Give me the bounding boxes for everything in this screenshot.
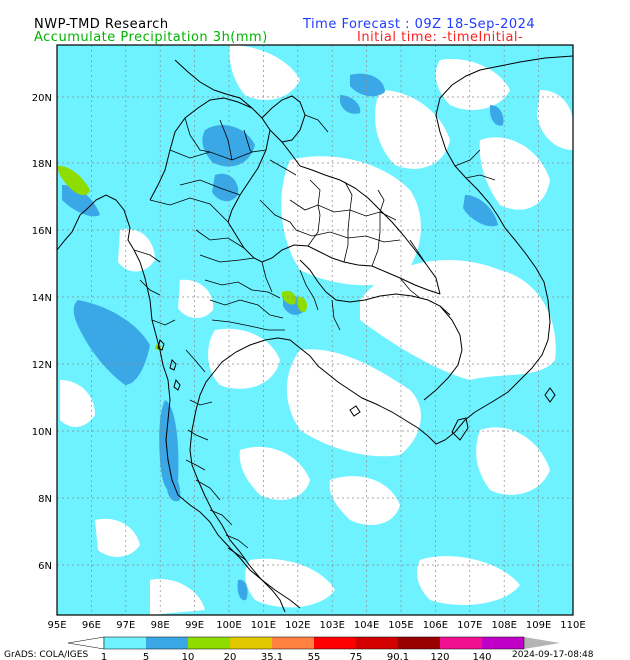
colorbar-lower-triangle bbox=[67, 636, 105, 650]
colorbar-label: 20 bbox=[224, 652, 237, 660]
lon-tick-label: 97E bbox=[116, 620, 135, 631]
colorbar-swatch bbox=[188, 637, 230, 649]
lon-tick-label: 105E bbox=[388, 620, 413, 631]
lon-tick-label: 101E bbox=[251, 620, 276, 631]
lon-axis: 95E 96E 97E 98E 99E 100E 101E 102E 103E … bbox=[47, 620, 585, 631]
lat-tick-label: 10N bbox=[32, 427, 52, 438]
coastline-myanmar-thailand-west bbox=[57, 194, 301, 609]
colorbar-swatch bbox=[146, 637, 188, 649]
lat-tick-label: 20N bbox=[32, 93, 52, 104]
lon-tick-label: 110E bbox=[560, 620, 585, 631]
lat-tick-label: 6N bbox=[38, 561, 52, 572]
generated-timestamp: 2024-09-17-08:48 bbox=[512, 650, 594, 660]
border-laos-vietnam bbox=[269, 129, 441, 295]
subtitle-left: Accumulate Precipitation 3h(mm) bbox=[34, 30, 268, 45]
lat-tick-label: 14N bbox=[32, 293, 52, 304]
precipitation-field bbox=[57, 45, 573, 615]
lon-tick-label: 103E bbox=[319, 620, 344, 631]
colorbar-label: 55 bbox=[308, 652, 321, 660]
initial-time-subtitle: Initial time: -timeInitial- bbox=[357, 30, 524, 45]
lon-tick-label: 107E bbox=[457, 620, 482, 631]
border-laos-china bbox=[261, 95, 306, 143]
lon-tick-label: 99E bbox=[185, 620, 204, 631]
colorbar-label: 120 bbox=[430, 652, 449, 660]
map-frame bbox=[56, 44, 574, 616]
grads-credit: GrADS: COLA/IGES bbox=[4, 650, 89, 660]
colorbar-swatch bbox=[230, 637, 272, 649]
lon-tick-label: 108E bbox=[491, 620, 516, 631]
colorbar-swatch bbox=[482, 637, 524, 649]
lon-tick-label: 102E bbox=[285, 620, 310, 631]
lat-tick-label: 18N bbox=[32, 159, 52, 170]
coastline-gulf-of-thailand bbox=[189, 337, 476, 613]
lat-tick-label: 8N bbox=[38, 494, 52, 505]
colorbar-label: 1 bbox=[101, 652, 107, 660]
colorbar-upper-triangle bbox=[524, 637, 560, 649]
moderate-precip-areas bbox=[62, 73, 504, 601]
province-borders bbox=[133, 114, 496, 549]
border-thailand-cambodia bbox=[299, 259, 451, 316]
lon-tick-label: 100E bbox=[216, 620, 241, 631]
border-thailand-malaysia bbox=[227, 547, 247, 561]
colorbar-label: 140 bbox=[472, 652, 491, 660]
colorbar-swatch bbox=[104, 637, 146, 649]
lon-tick-label: 98E bbox=[151, 620, 170, 631]
colorbar-swatch bbox=[440, 637, 482, 649]
lat-lon-grid bbox=[57, 45, 573, 615]
colorbar-swatch bbox=[398, 637, 440, 649]
lat-tick-label: 16N bbox=[32, 226, 52, 237]
boundaries bbox=[57, 55, 573, 613]
lon-tick-label: 95E bbox=[47, 620, 66, 631]
title-left: NWP-TMD Research bbox=[34, 17, 169, 32]
coastline-vietnam-east bbox=[435, 55, 573, 413]
lon-tick-label: 106E bbox=[423, 620, 448, 631]
precip-colorbar: 1 5 10 20 35.1 55 75 90.1 120 140 bbox=[67, 636, 560, 660]
colorbar-swatch bbox=[272, 637, 314, 649]
colorbar-label: 5 bbox=[143, 652, 149, 660]
heavy-precip-areas bbox=[57, 165, 308, 350]
lon-tick-label: 104E bbox=[354, 620, 379, 631]
colorbar-swatch bbox=[356, 637, 398, 649]
lat-tick-label: 12N bbox=[32, 360, 52, 371]
colorbar-label: 10 bbox=[182, 652, 195, 660]
lat-axis: 20N 18N 16N 14N 12N 10N 8N 6N bbox=[32, 93, 52, 572]
lon-tick-label: 96E bbox=[82, 620, 101, 631]
colorbar-label: 90.1 bbox=[387, 652, 409, 660]
lon-tick-label: 109E bbox=[526, 620, 551, 631]
colorbar-label: 75 bbox=[350, 652, 363, 660]
forecast-time-title: Time Forecast : 09Z 18-Sep-2024 bbox=[303, 17, 536, 32]
border-myanmar-china-laos bbox=[174, 59, 253, 109]
dry-areas bbox=[60, 45, 573, 615]
colorbar-swatch bbox=[314, 637, 356, 649]
border-cambodia-vietnam bbox=[423, 305, 463, 401]
colorbar-label: 35.1 bbox=[261, 652, 283, 660]
